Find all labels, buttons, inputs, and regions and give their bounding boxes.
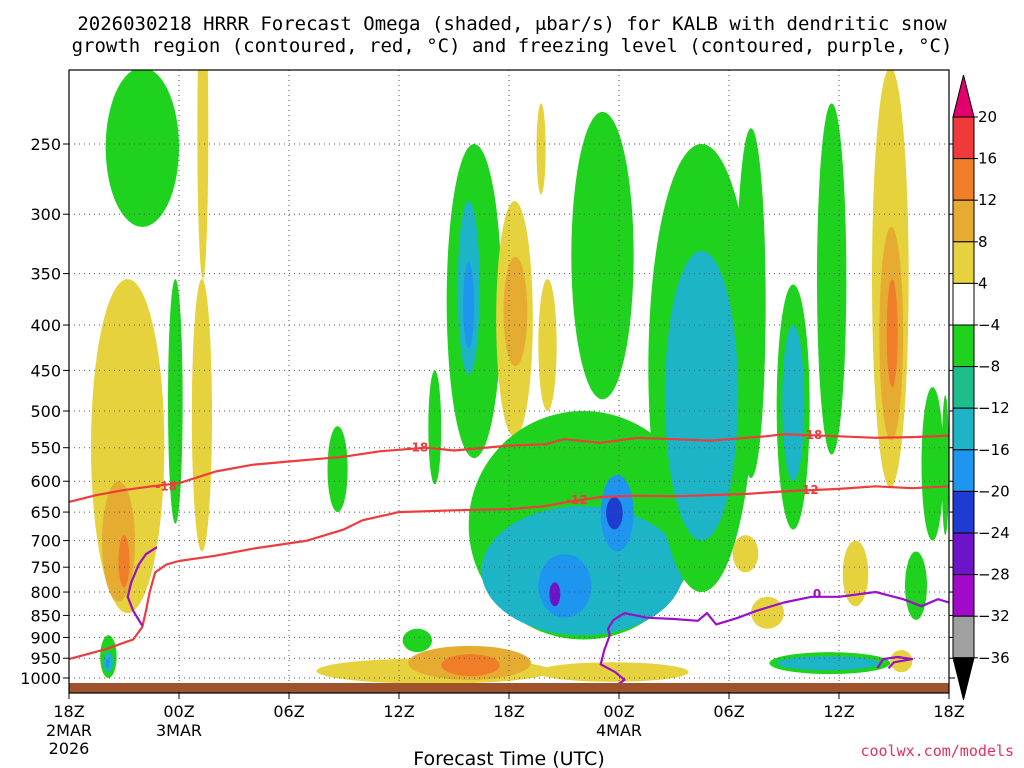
- contour-label--18: -18: [155, 479, 177, 493]
- omega-region-21: [504, 257, 528, 366]
- x-tick-label: 18Z: [493, 702, 524, 721]
- omega-region-28: [606, 497, 623, 529]
- colorbar-segment-10: [953, 491, 974, 533]
- colorbar-label: −16: [978, 441, 1010, 459]
- y-tick-label: 450: [30, 361, 61, 380]
- x-tick-label: 06Z: [713, 702, 744, 721]
- colorbar-label: 4: [978, 274, 988, 292]
- colorbar-top-arrow: [953, 75, 974, 117]
- omega-region-3: [119, 535, 130, 587]
- contour-label--18: -18: [406, 441, 428, 455]
- source-footer: coolwx.com/models: [860, 742, 1014, 760]
- omega-region-10: [328, 426, 348, 512]
- x-tick-label: 18Z: [53, 702, 84, 721]
- omega-region-15: [441, 654, 500, 676]
- x-tick-label: 12Z: [823, 702, 854, 721]
- omega-region-0: [106, 68, 179, 227]
- colorbar-label: −32: [978, 607, 1010, 625]
- omega-region-33: [736, 128, 765, 478]
- omega-region-6: [106, 658, 110, 668]
- omega-region-35: [782, 325, 804, 481]
- colorbar-segment-4: [953, 242, 974, 284]
- plot-area: -18 -18 -18 -12 -12 0: [69, 0, 949, 693]
- colorbar-label: −20: [978, 482, 1010, 500]
- omega-region-11: [428, 370, 441, 484]
- omega-region-16: [537, 662, 689, 682]
- y-tick-label: 950: [30, 649, 61, 668]
- x-tick-date: 2MAR: [46, 721, 92, 740]
- omega-region-41: [922, 387, 944, 540]
- colorbar-label: 8: [978, 233, 988, 251]
- x-tick-label: 18Z: [933, 702, 964, 721]
- omega-region-9: [192, 279, 212, 551]
- omega-region-19: [463, 262, 474, 348]
- colorbar-label: −24: [978, 524, 1010, 542]
- colorbar-label: −36: [978, 649, 1010, 667]
- omega-region-22: [538, 279, 556, 411]
- y-tick-label: 800: [30, 583, 61, 602]
- x-tick-label: 00Z: [603, 702, 634, 721]
- y-tick-label: 750: [30, 558, 61, 577]
- omega-region-29: [549, 582, 560, 606]
- colorbar: 20 16 12 8 4 −4 −8 −12 −16 −20 −24 −28 −32 −36: [953, 75, 1010, 700]
- omega-region-44: [777, 656, 880, 670]
- colorbar-segment-3: [953, 200, 974, 242]
- chart-title-line-2: growth region (contoured, red, °C) and f…: [72, 35, 953, 57]
- y-tick-label: 500: [30, 402, 61, 421]
- contour-label--18: -18: [801, 428, 823, 442]
- colorbar-bottom-arrow: [953, 658, 974, 700]
- contour-label-0: 0: [813, 587, 821, 601]
- omega-region-12: [403, 629, 432, 652]
- chart-title-line-1: 2026030218 HRRR Forecast Omega (shaded, …: [77, 13, 947, 35]
- y-tick-label: 850: [30, 606, 61, 625]
- omega-region-36: [817, 103, 846, 454]
- x-tick-label: 12Z: [383, 702, 414, 721]
- y-tick-label: 350: [30, 265, 61, 284]
- y-tick-label: 1000: [20, 669, 61, 688]
- colorbar-label: 16: [978, 150, 997, 168]
- colorbar-label: −8: [978, 358, 1000, 376]
- y-tick-label: 300: [30, 205, 61, 224]
- colorbar-segment-8: [953, 408, 974, 450]
- y-tick-label: 650: [30, 503, 61, 522]
- colorbar-segment-1: [953, 117, 974, 159]
- y-tick-label: 400: [30, 316, 61, 335]
- colorbar-label: −4: [978, 316, 1000, 334]
- y-tick-label: 250: [30, 135, 61, 154]
- omega-region-23: [537, 103, 546, 194]
- contour-label--12: -12: [566, 493, 588, 507]
- y-tick-label: 550: [30, 439, 61, 458]
- omega-region-47: [751, 597, 784, 629]
- colorbar-label: −12: [978, 399, 1010, 417]
- ground-surface-band: [69, 683, 949, 693]
- colorbar-label: 12: [978, 191, 997, 209]
- colorbar-segment-6: [953, 325, 974, 367]
- colorbar-label: 20: [978, 108, 997, 126]
- colorbar-segment-7: [953, 367, 974, 409]
- colorbar-segment-11: [953, 533, 974, 575]
- colorbar-segment-12: [953, 575, 974, 617]
- x-axis-title: Forecast Time (UTC): [413, 748, 604, 768]
- omega-region-30: [571, 112, 633, 399]
- colorbar-segment-5: [953, 283, 974, 325]
- colorbar-segment-13: [953, 616, 974, 658]
- omega-region-42: [942, 395, 949, 535]
- x-tick-date: 4MAR: [596, 721, 642, 740]
- colorbar-segment-9: [953, 450, 974, 492]
- colorbar-label: −28: [978, 566, 1010, 584]
- y-tick-label: 600: [30, 472, 61, 491]
- y-tick-label: 700: [30, 532, 61, 551]
- colorbar-segment-2: [953, 159, 974, 201]
- x-tick-label: 06Z: [273, 702, 304, 721]
- x-tick-label: 00Z: [163, 702, 194, 721]
- omega-region-26: [538, 554, 591, 618]
- y-tick-label: 900: [30, 628, 61, 647]
- x-tick-year: 2026: [49, 739, 90, 758]
- omega-region-45: [905, 551, 927, 619]
- contour-label--12: -12: [797, 483, 819, 497]
- omega-region-40: [887, 279, 898, 387]
- x-tick-date: 3MAR: [156, 721, 202, 740]
